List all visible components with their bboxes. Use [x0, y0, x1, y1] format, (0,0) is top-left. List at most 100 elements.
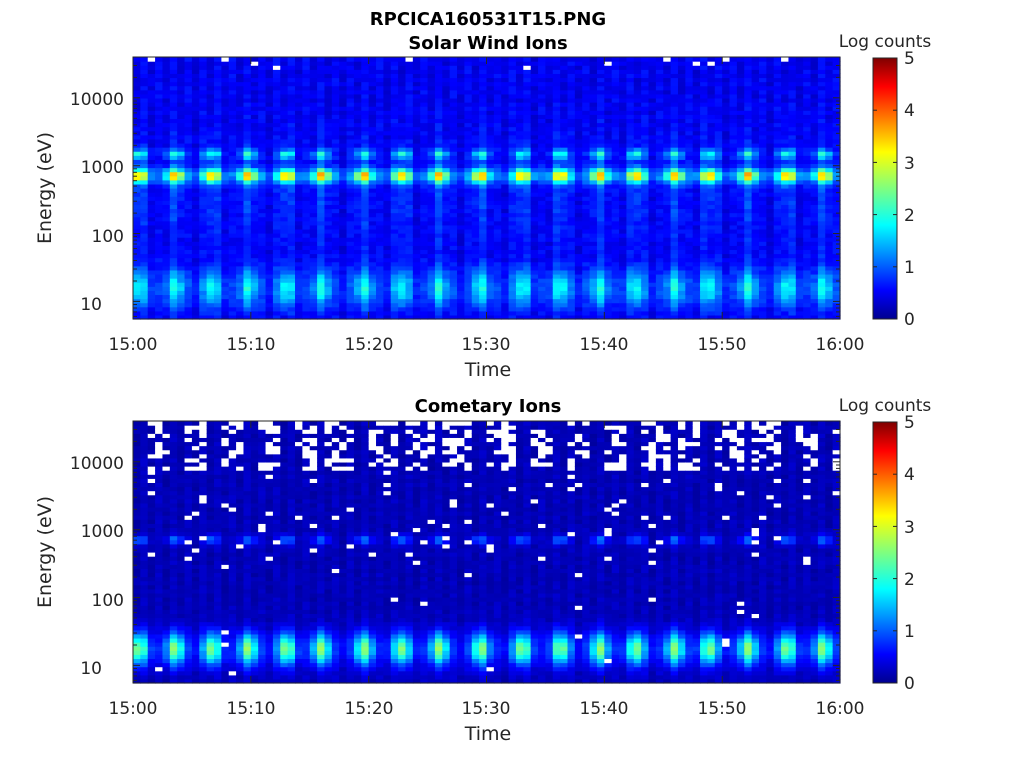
heatmap-cell [302, 208, 311, 214]
heatmap-cell [368, 106, 377, 111]
heatmap-cell [287, 294, 296, 300]
heatmap-cell [538, 147, 547, 152]
heatmap-cell [508, 147, 517, 152]
heatmap-cell [493, 298, 502, 304]
heatmap-cell [376, 298, 384, 304]
heatmap-cell [177, 196, 186, 201]
heatmap-cell [339, 241, 348, 246]
heatmap-cell [199, 142, 208, 148]
heatmap-cell [574, 65, 583, 70]
heatmap-cell [464, 196, 473, 201]
heatmap-cell [147, 167, 156, 173]
heatmap-cell [655, 212, 664, 218]
heatmap-cell [339, 155, 348, 160]
heatmap-cell [655, 216, 664, 222]
heatmap-cell [685, 114, 694, 119]
heatmap-cell [552, 269, 561, 275]
heatmap-cell [648, 269, 657, 275]
heatmap-cell [317, 73, 326, 79]
heatmap-cell [258, 85, 267, 91]
heatmap-cell [552, 278, 561, 283]
heatmap-cell [243, 290, 252, 296]
heatmap-cell [346, 200, 355, 205]
heatmap-cell [309, 278, 318, 283]
heatmap-cell [457, 106, 465, 111]
heatmap-cell [648, 85, 657, 91]
heatmap-cell [420, 130, 429, 136]
heatmap-cell [501, 159, 510, 165]
heatmap-cell [619, 77, 628, 83]
heatmap-cell [582, 155, 591, 160]
heatmap-cell [191, 310, 200, 316]
heatmap-cell [177, 253, 186, 259]
heatmap-cell [677, 237, 686, 242]
heatmap-cell [457, 306, 465, 312]
heatmap-cell [295, 249, 303, 255]
heatmap-cell [501, 269, 510, 275]
heatmap-cell [199, 85, 208, 91]
heatmap-cell [420, 89, 429, 95]
heatmap-cell [250, 175, 259, 181]
heatmap-cell [339, 77, 348, 83]
heatmap-cell [471, 216, 480, 222]
heatmap-cell [700, 130, 709, 136]
heatmap-cell [442, 183, 451, 189]
heatmap-cell [250, 314, 259, 320]
heatmap-cell [280, 208, 289, 214]
heatmap-cell [457, 118, 465, 124]
heatmap-cell [457, 302, 465, 308]
heatmap-cell [324, 253, 333, 259]
heatmap-cell [692, 212, 701, 218]
heatmap-cell [339, 294, 348, 300]
heatmap-cell [258, 253, 267, 259]
heatmap-cell [324, 81, 333, 87]
heatmap-cell [184, 278, 193, 283]
heatmap-cell [692, 151, 701, 156]
heatmap-cell [596, 130, 605, 136]
heatmap-cell [133, 204, 141, 210]
heatmap-cell [560, 97, 569, 103]
heatmap-cell [250, 167, 259, 173]
heatmap-cell [169, 57, 178, 62]
heatmap-cell [390, 188, 399, 193]
heatmap-cell [265, 282, 274, 287]
heatmap-cell [464, 249, 473, 255]
heatmap-cell [339, 126, 348, 132]
heatmap-cell [655, 73, 664, 79]
heatmap-cell [530, 89, 539, 95]
heatmap-cell [265, 97, 274, 103]
heatmap-cell [199, 237, 208, 242]
heatmap-cell [692, 200, 701, 205]
heatmap-cell [243, 126, 252, 132]
heatmap-cell [530, 134, 539, 140]
heatmap-cell [339, 228, 348, 234]
heatmap-cell [228, 69, 237, 74]
heatmap-cell [685, 122, 694, 128]
heatmap-cell [677, 167, 686, 173]
heatmap-cell [147, 163, 156, 169]
heatmap-cell [376, 314, 384, 320]
heatmap-cell [191, 175, 200, 181]
heatmap-cell [626, 159, 635, 165]
heatmap-cell [169, 273, 178, 279]
heatmap-cell [633, 265, 642, 271]
heatmap-cell [479, 57, 488, 62]
heatmap-cell [295, 241, 303, 246]
heatmap-cell [412, 233, 421, 238]
heatmap-cell [390, 151, 399, 156]
heatmap-cell [228, 175, 237, 181]
heatmap-cell [265, 204, 274, 210]
heatmap-cell [214, 241, 222, 246]
heatmap-cell [324, 134, 333, 140]
heatmap-cell [677, 261, 686, 267]
heatmap-cell [700, 85, 709, 91]
heatmap-cell [677, 233, 686, 238]
heatmap-cell [670, 286, 679, 291]
heatmap-cell [530, 118, 539, 124]
heatmap-cell [265, 167, 274, 173]
heatmap-cell [140, 200, 149, 205]
heatmap-cell [368, 89, 377, 95]
heatmap-cell [191, 204, 200, 210]
heatmap-cell [545, 89, 554, 95]
heatmap-cell [560, 134, 569, 140]
